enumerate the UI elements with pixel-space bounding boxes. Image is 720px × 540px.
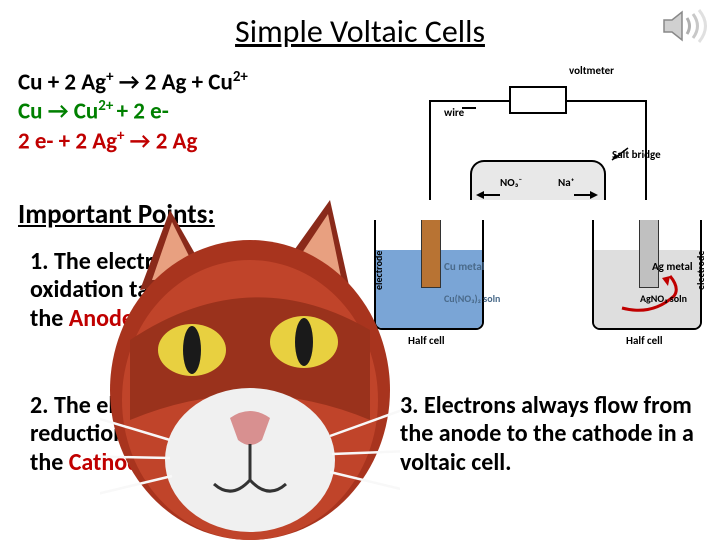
cu-electrode [421, 220, 441, 288]
voltaic-cell-diagram: voltmeter wire Salt bridge NO₃⁻ Na⁺ elec… [374, 60, 704, 350]
sound-icon [662, 8, 708, 44]
eq1-b: → 2 Ag + Cu [114, 69, 233, 97]
no3-arrow-icon [476, 190, 500, 200]
wire-left-down [429, 100, 431, 200]
voltmeter-box [509, 86, 567, 114]
eq1-sup1: + [106, 68, 113, 86]
cu-metal-label: Cu metal [444, 260, 484, 273]
point-3: 3. Electrons always flow from the anode … [400, 392, 700, 477]
no3-label: NO₃⁻ [500, 176, 522, 189]
cu-soln-label: Cu(NO₃)₂ soln [444, 292, 500, 305]
eq1-sup2: 2+ [233, 68, 248, 86]
eq3-a: 2 e- + 2 Ag [18, 127, 117, 155]
halfcell-label-right: Half cell [626, 334, 663, 347]
saltbridge-arrow-icon [610, 144, 630, 164]
na-arrow-icon [574, 190, 598, 200]
cat-illustration [100, 200, 400, 540]
equations-block: Cu + 2 Ag+ → 2 Ag + Cu2+ Cu → Cu2+ + 2 e… [18, 68, 248, 156]
beaker-right [592, 220, 702, 330]
eq2-sup: 2+ [98, 97, 116, 115]
ag-soln-label: AgNO₃ soln [640, 292, 687, 305]
wire-right [567, 100, 645, 102]
voltmeter-label: voltmeter [569, 64, 614, 77]
page-title: Simple Voltaic Cells [0, 0, 720, 61]
wire-arrow-icon [462, 102, 480, 120]
electrode-label-right: electrode [694, 251, 707, 290]
eq2-b: + 2 e- [117, 98, 169, 126]
equation-reduction: 2 e- + 2 Ag+ → 2 Ag [18, 127, 248, 156]
equation-overall: Cu + 2 Ag+ → 2 Ag + Cu2+ [18, 68, 248, 97]
equation-oxidation: Cu → Cu2+ + 2 e- [18, 97, 248, 126]
ag-metal-label: Ag metal [652, 260, 693, 273]
halfcell-label-left: Half cell [408, 334, 445, 347]
eq3-b: → 2 Ag [124, 127, 197, 155]
eq2-a: Cu → Cu [18, 98, 98, 126]
eq1-a: Cu + 2 Ag [18, 69, 106, 97]
na-label: Na⁺ [558, 176, 575, 189]
